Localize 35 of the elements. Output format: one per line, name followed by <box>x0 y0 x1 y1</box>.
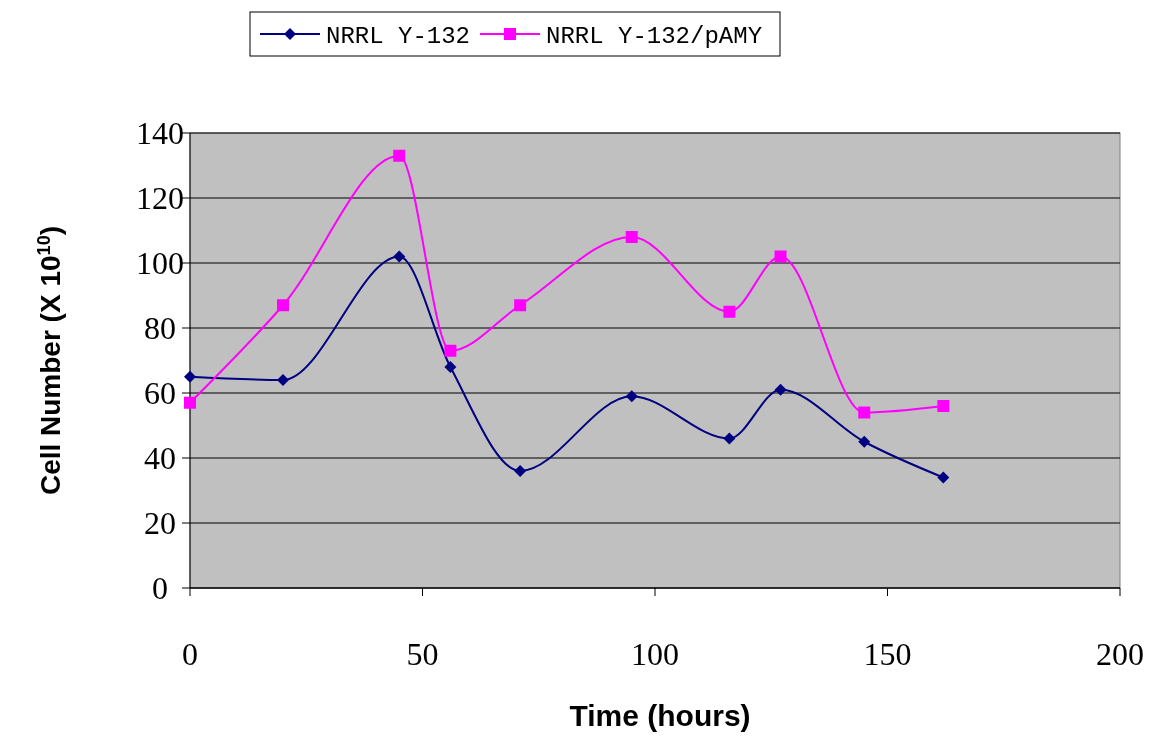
x-axis-title: Time (hours) <box>569 699 751 732</box>
point <box>858 435 871 448</box>
point <box>514 299 527 312</box>
y-tick-label: 140 <box>136 115 184 151</box>
point <box>277 374 289 386</box>
x-tick-label: 50 <box>406 636 439 672</box>
y-tick-label: 80 <box>144 310 176 346</box>
y-tick-label: 60 <box>144 375 176 411</box>
legend-label: NRRL Y-132 <box>326 23 471 50</box>
y-tick-label: 40 <box>144 440 176 476</box>
y-tick-label: 0 <box>152 570 168 606</box>
point <box>277 299 289 312</box>
point <box>774 250 787 263</box>
x-tick-label: 200 <box>1096 636 1144 672</box>
point <box>625 390 638 403</box>
y-tick-label: 120 <box>136 180 184 216</box>
point <box>723 305 736 318</box>
legend-label: NRRL Y-132/pAMY <box>546 23 763 50</box>
x-tick-label: 100 <box>631 636 679 672</box>
point <box>937 471 950 484</box>
point <box>625 231 638 243</box>
point <box>774 383 787 396</box>
y-tick-label: 100 <box>136 245 184 281</box>
point <box>444 361 457 373</box>
point <box>444 344 457 357</box>
point <box>858 406 871 419</box>
x-tick-label: 150 <box>863 636 912 672</box>
point <box>393 149 406 162</box>
point <box>723 432 736 445</box>
point <box>937 400 950 412</box>
point <box>184 396 196 409</box>
point <box>514 465 527 477</box>
point <box>184 370 196 383</box>
y-tick-label: 20 <box>144 505 176 541</box>
point <box>393 250 406 263</box>
